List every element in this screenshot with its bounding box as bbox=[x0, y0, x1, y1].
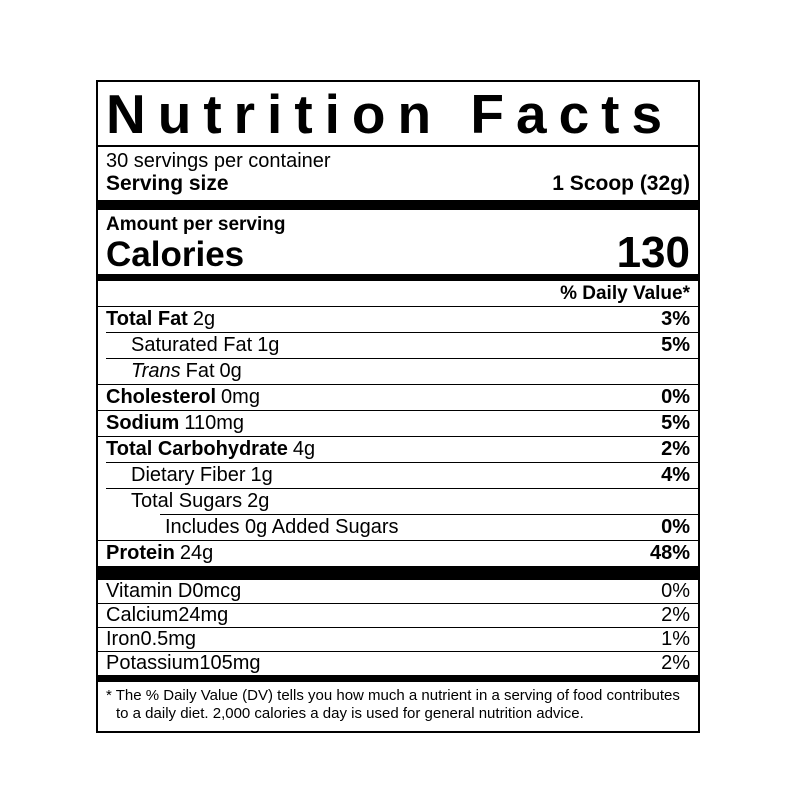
nutrient-row-total-fat: Total Fat 2g 3% bbox=[98, 306, 698, 332]
divider-footnote-bar bbox=[98, 675, 698, 683]
nutrient-dv: 4% bbox=[661, 464, 690, 487]
nutrient-name: Sodium 110mg bbox=[106, 412, 245, 435]
nutrient-name: Saturated Fat 1g bbox=[131, 334, 280, 357]
nutrient-name: Dietary Fiber 1g bbox=[131, 464, 273, 487]
calories-label: Calories bbox=[106, 234, 245, 274]
nutrient-dv: 3% bbox=[661, 308, 690, 331]
nutrient-row-sodium: Sodium 110mg 5% bbox=[98, 410, 698, 436]
nutrient-row-protein: Protein 24g 48% bbox=[98, 540, 698, 566]
nutrient-row-total-carbohydrate: Total Carbohydrate 4g 2% bbox=[98, 436, 698, 462]
label-title: Nutrition Facts bbox=[98, 82, 698, 147]
nutrient-name: Cholesterol 0mg bbox=[106, 386, 260, 409]
nutrient-row-trans-fat: Trans Fat 0g bbox=[106, 358, 698, 384]
vitamin-dv: 0% bbox=[661, 580, 690, 603]
vitamin-row-vitamin-d: Vitamin D0mcg 0% bbox=[98, 579, 698, 603]
daily-value-header: % Daily Value* bbox=[560, 283, 690, 305]
nutrient-dv: 5% bbox=[661, 334, 690, 357]
nutrient-row-added-sugars: Includes 0g Added Sugars 0% bbox=[160, 514, 698, 540]
nutrition-facts-label: Nutrition Facts 30 servings per containe… bbox=[96, 80, 700, 734]
servings-per-container: 30 servings per container bbox=[106, 150, 331, 172]
nutrient-dv: 5% bbox=[661, 412, 690, 435]
nutrient-dv: 0% bbox=[661, 386, 690, 409]
nutrient-name: Total Fat 2g bbox=[106, 308, 216, 331]
daily-value-footnote: * The % Daily Value (DV) tells you how m… bbox=[106, 687, 680, 723]
vitamin-dv: 2% bbox=[661, 604, 690, 627]
divider-medium-bar bbox=[98, 274, 698, 282]
calories-row: Calories 130 bbox=[98, 228, 698, 277]
calories-value: 130 bbox=[616, 228, 690, 277]
serving-size-value: 1 Scoop (32g) bbox=[552, 172, 690, 195]
nutrient-dv: 48% bbox=[649, 542, 690, 565]
vitamin-row-potassium: Potassium105mg 2% bbox=[98, 651, 698, 675]
vitamin-name: Iron0.5mg bbox=[106, 628, 197, 651]
vitamin-row-calcium: Calcium24mg 2% bbox=[98, 603, 698, 627]
nutrient-name: Total Sugars 2g bbox=[131, 490, 270, 513]
serving-size-row: Serving size 1 Scoop (32g) bbox=[98, 172, 698, 200]
vitamin-name: Calcium24mg bbox=[106, 604, 229, 627]
nutrient-name: Total Carbohydrate 4g bbox=[106, 438, 316, 461]
nutrient-name: Trans Fat 0g bbox=[131, 360, 242, 383]
nutrient-row-cholesterol: Cholesterol 0mg 0% bbox=[98, 384, 698, 410]
nutrient-row-total-sugars: Total Sugars 2g bbox=[106, 488, 698, 514]
vitamin-name: Vitamin D0mcg bbox=[106, 580, 242, 603]
vitamin-row-iron: Iron0.5mg 1% bbox=[98, 627, 698, 651]
vitamin-dv: 1% bbox=[661, 628, 690, 651]
divider-thick-bar bbox=[98, 200, 698, 210]
vitamin-name: Potassium105mg bbox=[106, 652, 261, 675]
nutrient-dv: 0% bbox=[661, 516, 690, 539]
divider-thickest-bar bbox=[98, 566, 698, 580]
nutrient-name: Protein 24g bbox=[106, 542, 214, 565]
nutrient-dv: 2% bbox=[661, 438, 690, 461]
vitamin-dv: 2% bbox=[661, 652, 690, 675]
nutrient-name: Includes 0g Added Sugars bbox=[165, 516, 399, 539]
nutrient-row-dietary-fiber: Dietary Fiber 1g 4% bbox=[106, 462, 698, 488]
serving-size-label: Serving size bbox=[106, 172, 229, 195]
nutrient-row-saturated-fat: Saturated Fat 1g 5% bbox=[106, 332, 698, 358]
amount-per-serving-label: Amount per serving bbox=[106, 214, 286, 235]
